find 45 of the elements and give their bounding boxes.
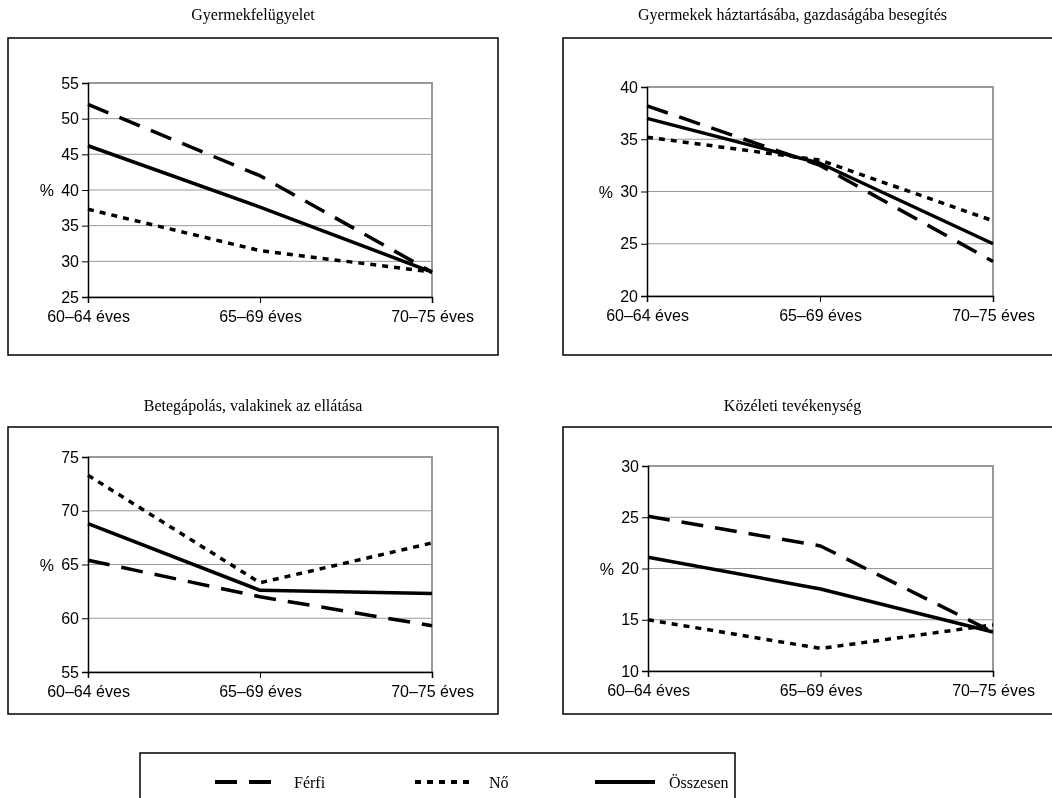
y-tick-label: 40 <box>61 181 80 199</box>
x-tick-label: 70–75 éves <box>391 683 474 700</box>
y-tick-label: 60 <box>61 609 80 627</box>
y-tick-label: 30 <box>620 183 639 201</box>
y-axis-title: % <box>39 182 54 199</box>
x-tick-label: 70–75 éves <box>391 308 474 325</box>
y-tick-label: 50 <box>61 110 80 128</box>
y-tick-label: 75 <box>61 448 80 466</box>
y-tick-label: 70 <box>61 502 80 520</box>
x-tick-label: 65–69 éves <box>779 682 863 699</box>
y-tick-label: 55 <box>61 663 80 681</box>
y-tick-label: 35 <box>61 217 80 235</box>
x-tick-label: 70–75 éves <box>952 307 1035 324</box>
y-tick-label: 65 <box>61 556 80 574</box>
y-tick-label: 40 <box>620 78 639 96</box>
y-tick-label: 15 <box>621 611 640 629</box>
y-tick-label: 30 <box>621 457 640 475</box>
x-tick-label: 60–64 éves <box>607 682 690 699</box>
x-tick-label: 60–64 éves <box>47 308 130 325</box>
y-tick-label: 10 <box>621 662 640 680</box>
y-tick-label: 20 <box>621 560 640 578</box>
x-tick-label: 70–75 éves <box>952 682 1035 699</box>
y-tick-label: 35 <box>620 130 639 148</box>
chart-title: Betegápolás, valakinek az ellátása <box>143 397 363 415</box>
chart-title: Gyermekfelügyelet <box>191 6 316 24</box>
y-tick-label: 45 <box>61 145 80 163</box>
y-axis-title: % <box>39 556 54 574</box>
chart-title: Közéleti tevékenység <box>723 397 862 415</box>
x-tick-label: 65–69 éves <box>219 683 302 700</box>
y-tick-label: 25 <box>620 235 639 253</box>
legend-label: Férfi <box>294 774 326 791</box>
y-tick-label: 25 <box>621 508 640 526</box>
x-tick-label: 60–64 éves <box>47 683 130 700</box>
y-axis-title: % <box>599 560 614 578</box>
y-axis-title: % <box>598 183 613 201</box>
x-tick-label: 60–64 éves <box>606 307 689 324</box>
legend-label: Nő <box>489 774 509 791</box>
y-tick-label: 55 <box>61 74 80 92</box>
y-tick-label: 30 <box>61 252 80 270</box>
chart-title: Gyermekek háztartásába, gazdaságába besegítés <box>637 6 948 24</box>
legend-label: Összesen <box>669 774 729 791</box>
y-tick-label: 25 <box>61 288 80 306</box>
x-tick-label: 65–69 éves <box>219 308 302 325</box>
y-tick-label: 20 <box>620 287 639 305</box>
x-tick-label: 65–69 éves <box>779 307 862 324</box>
